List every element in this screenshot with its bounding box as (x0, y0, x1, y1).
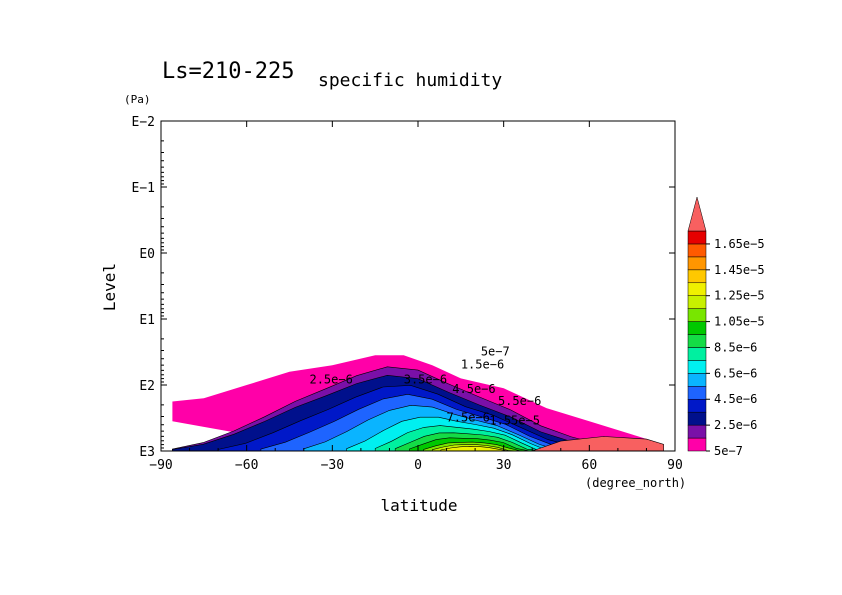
axes: −90 −60 −30 0 30 60 90 E−2 E−1 E0 E1 E2 E3 (132, 115, 683, 473)
contour-labels: 5e−71.5e−6 2.5e−6 3.5e−6 4.5e−65.5e−6 7.5e−6… (309, 344, 541, 427)
x-tick-label: 90 (667, 458, 683, 473)
x-tick-label: 0 (414, 458, 422, 473)
colorbar-swatch (687, 386, 707, 400)
contour-label: 5.5e−6 (498, 394, 541, 408)
contour-label: 4.5e−6 (452, 382, 495, 396)
x-tick-label: 60 (582, 458, 598, 473)
colorbar-tick-label: 1.45e−5 (714, 263, 765, 277)
colorbar-tick-label: 8.5e−6 (714, 340, 757, 354)
chart-subtitle: specific humidity (318, 70, 502, 91)
colorbar-swatch (687, 269, 707, 284)
x-tick-label: −60 (235, 458, 258, 473)
colorbar-tick-label: 4.5e−6 (714, 392, 757, 406)
contour-label: 1.55e−5 (489, 414, 540, 428)
contour-label: 2.5e−6 (309, 373, 352, 387)
x-axis-label: latitude (380, 496, 457, 515)
colorbar-tick-label: 5e−7 (714, 444, 743, 458)
y-tick-label: E3 (139, 445, 155, 460)
colorbar-overflow-arrow (687, 196, 707, 232)
colorbar-swatch (687, 321, 707, 335)
colorbar-swatch (687, 347, 707, 361)
y-tick-label: E2 (139, 379, 155, 394)
colorbar-tick-label: 1.65e−5 (714, 237, 765, 251)
colorbar-tick-label: 1.05e−5 (714, 315, 765, 329)
x-axis-units: (degree_north) (585, 476, 686, 490)
colorbar-swatch (687, 334, 707, 348)
colorbar-swatch (687, 295, 707, 309)
colorbar-tick-label: 2.5e−6 (714, 418, 757, 432)
x-tick-label: 30 (496, 458, 512, 473)
colorbar-swatch (687, 243, 707, 258)
contour-field (172, 355, 664, 452)
contour-label: 5e−7 (481, 344, 510, 358)
colorbar-swatch (687, 308, 707, 322)
colorbar-swatch (687, 424, 707, 439)
y-tick-label: E−2 (132, 115, 155, 130)
colorbar: 5e−7 2.5e−6 4.5e−6 6.5e−6 8.5e−6 1.05e−5 1.25e… (687, 196, 765, 458)
y-tick-label: E−1 (132, 181, 155, 196)
colorbar-tick-label: 6.5e−6 (714, 366, 757, 380)
x-tick-label: −90 (149, 458, 172, 473)
colorbar-swatch (687, 437, 707, 452)
colorbar-swatch (687, 398, 707, 413)
contour-label: 1.5e−6 (461, 358, 504, 372)
colorbar-tick-label: 1.25e−5 (714, 289, 765, 303)
colorbar-swatch (687, 373, 707, 387)
colorbar-swatch (687, 411, 707, 426)
x-tick-label: −30 (321, 458, 344, 473)
y-tick-label: E1 (139, 313, 155, 328)
colorbar-swatch (687, 230, 707, 245)
contour-label: 7.5e−6 (447, 410, 490, 424)
y-axis-units: (Pa) (124, 93, 151, 106)
y-axis-label: Level (100, 263, 119, 311)
contour-label: 3.5e−6 (404, 373, 447, 387)
colorbar-swatch (687, 256, 707, 271)
chart-title: Ls=210-225 (162, 59, 294, 84)
colorbar-swatch (687, 282, 707, 296)
colorbar-swatch (687, 360, 707, 374)
y-tick-label: E0 (139, 247, 155, 262)
